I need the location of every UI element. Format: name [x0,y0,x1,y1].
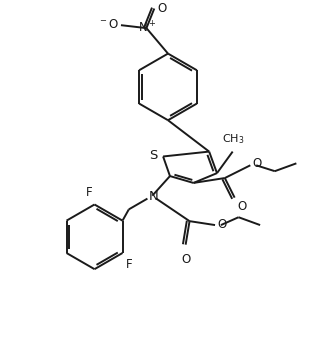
Text: F: F [125,258,132,271]
Text: O: O [157,2,166,15]
Text: $^-$O: $^-$O [98,18,119,31]
Text: O: O [252,157,261,170]
Text: F: F [86,185,92,199]
Text: O: O [181,253,190,265]
Text: N: N [149,190,158,203]
Text: O: O [217,218,226,230]
Text: O: O [238,200,247,212]
Text: CH$_3$: CH$_3$ [222,132,245,146]
Text: N$^+$: N$^+$ [138,20,157,36]
Text: S: S [149,149,158,162]
